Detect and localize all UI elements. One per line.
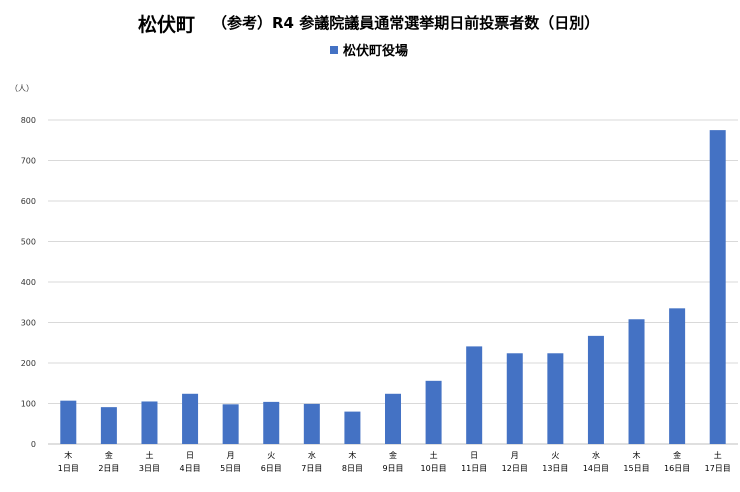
x-tick-label: 月 — [227, 451, 235, 460]
x-tick-label: 木 — [633, 450, 641, 460]
x-tick-label: 12日目 — [502, 464, 528, 473]
bar — [60, 400, 77, 444]
x-tick-label: 16日目 — [664, 464, 690, 473]
x-tick-label: 14日目 — [583, 464, 609, 473]
bar — [263, 401, 280, 444]
y-tick-label: 800 — [21, 116, 36, 125]
x-tick-label: 15日目 — [623, 464, 649, 473]
x-tick-label: 木 — [64, 450, 72, 460]
x-tick-label: 13日目 — [542, 464, 568, 473]
x-tick-label: 火 — [267, 451, 275, 460]
y-tick-label: 0 — [31, 440, 36, 449]
x-tick-label: 7日目 — [301, 464, 322, 473]
bar — [100, 407, 117, 444]
y-tick-label: 300 — [21, 319, 36, 328]
legend-swatch — [330, 45, 338, 54]
bar — [547, 353, 564, 444]
x-tick-label: 2日目 — [98, 464, 119, 473]
bar — [303, 403, 320, 444]
legend: 松伏町役場 — [330, 40, 408, 59]
bar — [425, 380, 442, 444]
bar — [182, 393, 199, 444]
bar — [466, 346, 483, 444]
x-tick-label: 土 — [145, 450, 153, 460]
y-tick-label: 600 — [21, 197, 36, 206]
bar — [709, 130, 726, 444]
y-unit-label: （人） — [10, 84, 34, 93]
x-tick-label: 9日目 — [382, 464, 403, 473]
x-tick-label: 月 — [511, 451, 519, 460]
bar — [506, 353, 523, 444]
bar — [587, 335, 604, 444]
title-subtitle: （参考）R4 参議院議員通常選挙期日前投票者数（日別） — [212, 14, 600, 32]
x-tick-label: 6日目 — [261, 464, 282, 473]
x-tick-label: 日 — [470, 451, 478, 460]
x-tick-label: 金 — [389, 450, 397, 460]
x-tick-label: 10日目 — [420, 464, 446, 473]
x-tick-label: 火 — [551, 451, 559, 460]
x-tick-label: 日 — [186, 451, 194, 460]
legend-label: 松伏町役場 — [343, 44, 409, 59]
x-tick-label: 17日目 — [705, 464, 731, 473]
x-tick-label: 1日目 — [58, 464, 79, 473]
bar — [222, 404, 239, 444]
x-tick-label: 水 — [592, 450, 600, 460]
y-tick-label: 500 — [21, 238, 36, 247]
bar — [141, 401, 158, 444]
y-tick-label: 700 — [21, 157, 36, 166]
bar — [344, 411, 361, 444]
x-tick-label: 金 — [673, 450, 681, 460]
title-municipality: 松伏町 — [138, 14, 196, 36]
y-tick-label: 200 — [21, 359, 36, 368]
y-tick-label: 100 — [21, 400, 36, 409]
x-tick-label: 土 — [430, 450, 438, 460]
x-tick-label: 3日目 — [139, 464, 160, 473]
x-tick-label: 木 — [348, 450, 356, 460]
x-tick-label: 11日目 — [461, 464, 487, 473]
bar — [385, 393, 401, 444]
bar — [669, 308, 686, 444]
x-tick-label: 5日目 — [220, 464, 241, 473]
bar — [628, 319, 645, 444]
x-tick-label: 土 — [714, 450, 722, 460]
y-tick-label: 400 — [21, 278, 36, 287]
x-tick-label: 8日目 — [342, 464, 363, 473]
x-tick-label: 水 — [308, 450, 316, 460]
x-tick-label: 4日目 — [180, 464, 201, 473]
x-tick-label: 金 — [105, 450, 113, 460]
